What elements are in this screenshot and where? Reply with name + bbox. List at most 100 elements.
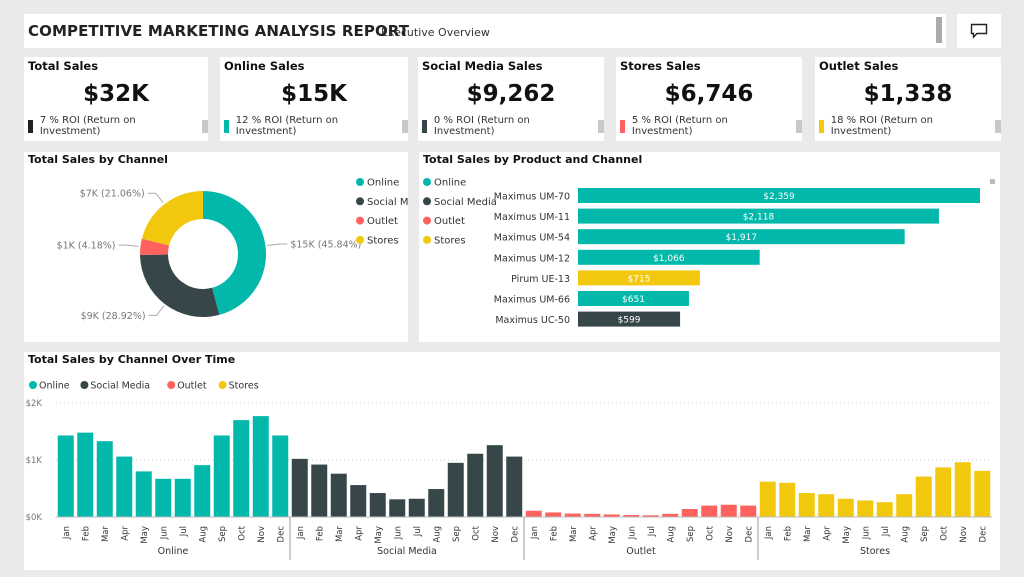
kpi-roi-row: 12 % ROI (Return on Investment) [224,115,408,137]
month-bar [876,502,893,517]
group-axis-label: Online [158,546,189,557]
month-bar [135,471,152,517]
product-bar-chart: Online Social Media Outlet Stores Maximus UM… [423,178,995,327]
month-bar [974,470,991,517]
category-label: Maximus UM-70 [494,192,570,203]
kpi-card-outlet-sales: Outlet Sales $1,338 18 % ROI (Return on … [815,57,1002,141]
x-tick-label: Aug [432,526,442,543]
month-bar [701,505,718,517]
legend-marker [356,216,364,225]
x-tick-label: Jul [413,526,423,537]
product-bar [578,311,681,327]
x-tick-label: Apr [354,526,364,541]
month-bar [935,467,952,517]
month-bar [740,505,757,517]
x-tick-label: Jan [530,526,540,540]
panel-title: Total Sales by Channel [28,153,168,166]
header-scrollbar[interactable] [936,17,942,43]
category-label: Maximus UM-66 [494,295,570,306]
product-bar [578,270,700,286]
roi-color-swatch [28,119,33,133]
x-tick-label: Apr [822,526,832,541]
x-tick-label: Aug [198,526,208,543]
category-label: Pirum UE-13 [511,274,570,285]
kpi-card-total-sales: Total Sales $32K 7 % ROI (Return on Inve… [24,57,208,141]
month-bar [857,500,874,517]
donut-slice [203,191,267,315]
kpi-card-online-sales: Online Sales $15K 12 % ROI (Return on In… [220,57,408,141]
kpi-label: Total Sales [28,59,99,73]
x-tick-label: Feb [783,526,793,541]
x-tick-label: Dec [978,526,988,543]
x-tick-label: May [374,526,384,544]
y-tick-label: $2K [26,399,43,409]
kpi-card-stores-sales: Stores Sales $6,746 5 % ROI (Return on I… [616,57,802,141]
bar-data-label: $2,359 [763,192,795,202]
month-bar [272,435,289,517]
legend-label: Online [434,178,466,189]
x-tick-label: Dec [276,526,286,543]
kpi-roi-row: 7 % ROI (Return on Investment) [28,115,208,137]
comment-button[interactable] [957,14,1001,48]
roi-color-swatch [422,119,427,133]
x-tick-label: Oct [471,525,481,540]
x-tick-label: Oct [705,525,715,540]
product-channel-panel: Total Sales by Product and Channel Onlin… [419,152,1000,342]
month-bar [759,481,776,517]
slice-leader-line [147,192,164,204]
legend-marker [80,381,89,389]
kpi-scroll-indicator [995,119,1002,133]
x-tick-label: Feb [549,526,559,541]
legend-marker [356,235,364,244]
kpi-scroll-indicator [598,119,604,133]
product-bar [578,249,760,265]
bar-data-label: $599 [618,316,641,326]
legend-label: Social Media [434,197,497,208]
x-tick-label: May [608,526,618,544]
x-tick-label: Sep [686,526,696,542]
x-tick-label: Aug [900,526,910,543]
roi-color-swatch [224,119,229,133]
group-axis-label: Stores [860,546,890,557]
month-bar [155,478,172,517]
legend-label: Social Media [367,197,408,208]
x-tick-label: Mar [803,526,813,543]
product-bar [578,291,689,306]
month-bar [467,453,484,517]
product-bar [578,188,980,203]
x-tick-label: Mar [569,526,579,543]
month-bar [486,445,503,517]
kpi-value: $15K [281,81,347,107]
month-bar [681,509,698,517]
month-bar [818,494,835,517]
x-tick-label: Jul [179,526,189,537]
kpi-scroll-indicator [796,119,802,133]
x-tick-label: Jun [393,526,403,540]
month-bar [642,515,659,517]
slice-data-label: $1K (4.18%) [57,241,116,252]
x-tick-label: Jul [881,526,891,537]
x-tick-label: Jan [296,526,306,540]
x-tick-label: Mar [101,526,111,543]
legend-label: Stores [229,381,259,392]
month-bar [915,476,932,517]
legend-label: Stores [367,235,399,246]
legend-label: Outlet [434,216,465,227]
legend-marker [356,178,364,186]
kpi-value: $6,746 [664,81,754,107]
kpi-roi-row: 0 % ROI (Return on Investment) [422,115,604,137]
kpi-value: $9,262 [466,81,556,107]
report-title: COMPETITIVE MARKETING ANALYSIS REPORT [28,22,410,40]
x-tick-label: Jan [764,526,774,540]
legend-marker [423,178,431,186]
bar-data-label: $651 [622,295,645,305]
x-tick-label: Oct [939,525,949,540]
month-bar [525,510,542,517]
slice-leader-line [118,244,139,247]
legend-label: Outlet [177,381,207,392]
month-bar [837,498,854,517]
product-bar [578,229,905,245]
x-tick-label: Jun [159,526,169,540]
x-tick-label: Aug [666,526,676,543]
month-bar [77,432,94,517]
